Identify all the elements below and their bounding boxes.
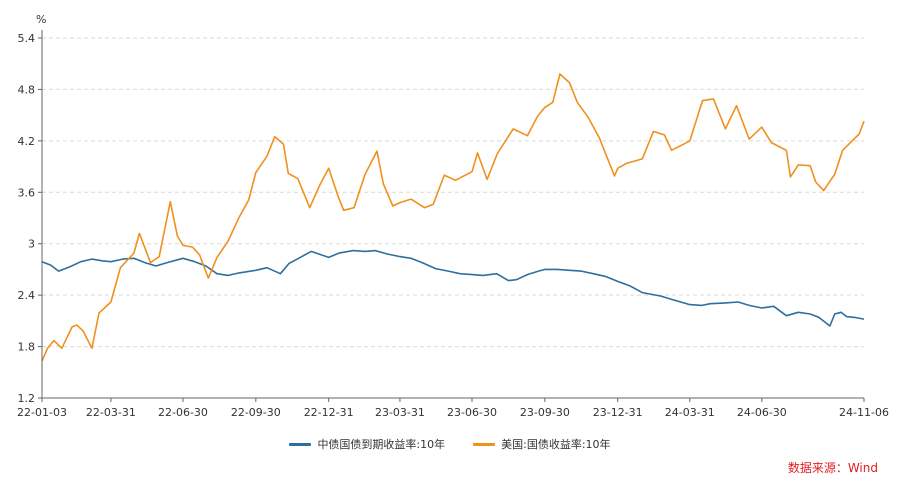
x-tick-label: 23-12-31 bbox=[593, 406, 643, 419]
x-tick-label: 24-03-31 bbox=[665, 406, 715, 419]
axes: 1.2 1.8 2.4 3 3.6 4.2 4.8 5.4 22-01-03 22-03-31 22… bbox=[17, 30, 889, 419]
x-tick-label: 24-11-06 bbox=[839, 406, 889, 419]
y-tick-label: 3 bbox=[28, 238, 35, 251]
x-tick-label: 22-01-03 bbox=[17, 406, 67, 419]
legend-swatch-china bbox=[289, 442, 312, 446]
y-tick-label: 3.6 bbox=[18, 186, 36, 199]
line-chart: 1.2 1.8 2.4 3 3.6 4.2 4.8 5.4 22-01-03 22-03-31 22… bbox=[17, 13, 889, 419]
x-tick-label: 22-12-31 bbox=[304, 406, 354, 419]
legend-swatch-us bbox=[473, 442, 496, 446]
series-layer bbox=[41, 73, 865, 362]
x-tick-label: 23-03-31 bbox=[375, 406, 425, 419]
y-tick-label: 4.8 bbox=[18, 83, 36, 96]
legend-item-us[interactable]: 美国:国债收益率:10年 bbox=[473, 436, 611, 452]
legend: 中债国债到期收益率:10年 美国:国债收益率:10年 bbox=[0, 436, 900, 452]
x-tick-label: 23-09-30 bbox=[520, 406, 570, 419]
x-tick-label: 24-06-30 bbox=[737, 406, 787, 419]
x-tick-label: 22-09-30 bbox=[231, 406, 281, 419]
legend-label-china: 中债国债到期收益率:10年 bbox=[317, 438, 446, 451]
grid-lines bbox=[42, 37, 864, 348]
legend-item-china[interactable]: 中债国债到期收益率:10年 bbox=[289, 436, 445, 452]
x-tick-label: 22-06-30 bbox=[158, 406, 208, 419]
y-tick-label: 4.2 bbox=[18, 135, 36, 148]
legend-label-us: 美国:国债收益率:10年 bbox=[501, 438, 611, 451]
y-tick-label: 2.4 bbox=[18, 289, 36, 302]
series-line-china-10y bbox=[41, 249, 865, 327]
x-tick-label: 22-03-31 bbox=[86, 406, 136, 419]
y-axis-unit: % bbox=[36, 13, 46, 26]
y-tick-label: 1.8 bbox=[18, 341, 36, 354]
data-source-note: 数据来源：Wind bbox=[787, 461, 878, 475]
y-tick-label: 1.2 bbox=[18, 392, 36, 405]
y-tick-label: 5.4 bbox=[18, 32, 36, 45]
x-tick-label: 23-06-30 bbox=[447, 406, 497, 419]
series-line-us-10y bbox=[41, 73, 865, 362]
